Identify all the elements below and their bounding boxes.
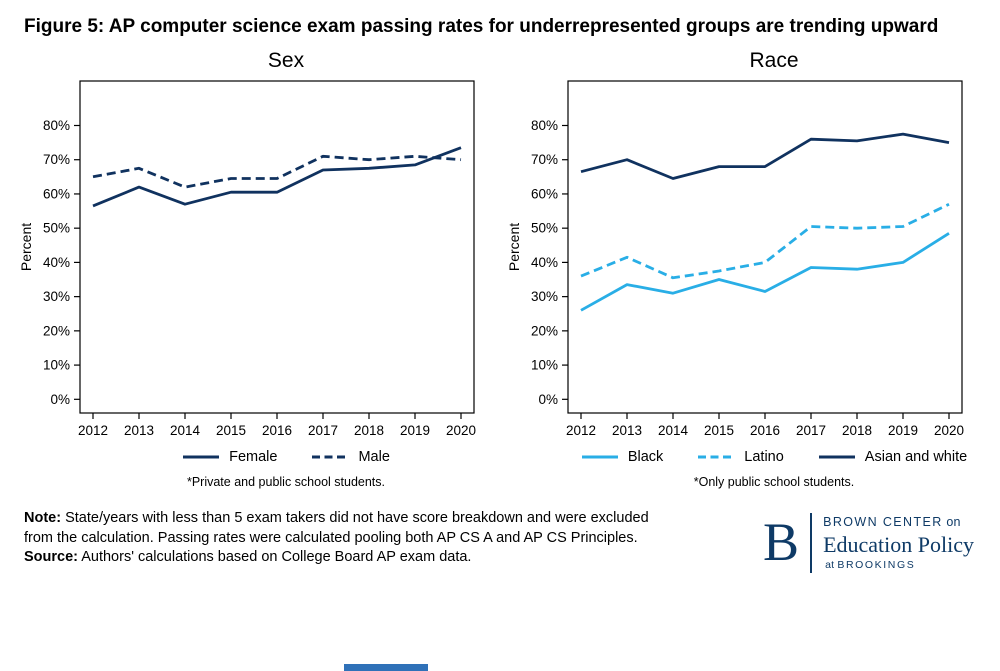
svg-text:2012: 2012	[78, 423, 108, 438]
y-axis-label: Percent	[18, 223, 34, 271]
svg-text:2016: 2016	[262, 423, 292, 438]
x-axis: 2012 2013 2014 2015 2016 2017 2018 2019 2020	[566, 413, 964, 438]
legend-label-asian-and-white: Asian and white	[864, 449, 968, 466]
sex-chart: 0%10%20%30%40%50%60%70%80%2012 2013 2014 20…	[18, 80, 476, 438]
svg-text:80%: 80%	[531, 118, 558, 133]
y-axis: 0% 10% 20% 30% 40% 50% 60% 70% 80%	[43, 118, 80, 407]
note-body: State/years with less than 5 exam takers…	[24, 510, 649, 546]
svg-text:70%: 70%	[531, 152, 558, 167]
legend-item-asian-and-white: Asian and white	[818, 449, 967, 465]
legend-line-sample-latino	[698, 455, 735, 459]
legend-item-male: Male	[311, 449, 390, 466]
svg-text:10%: 10%	[43, 358, 70, 373]
sex-chart-panel: Sex 0% 10% 20% 30% 40% 50% 60% 70% 80% 2012 2013 20…	[16, 41, 504, 489]
svg-text:80%: 80%	[43, 118, 70, 133]
svg-text:60%: 60%	[531, 187, 558, 202]
legend-line-sample-asian-and-white	[818, 455, 855, 459]
svg-text:50%: 50%	[43, 221, 70, 236]
sex-chart-legend: Female Male	[68, 449, 504, 465]
svg-text:2015: 2015	[704, 423, 734, 438]
footer: Note: State/years with less than 5 exam …	[24, 509, 974, 574]
note-text: Note: State/years with less than 5 exam …	[24, 509, 672, 548]
logo-text: BROWN CENTER on Education Policy at BROO…	[823, 515, 974, 571]
svg-text:2019: 2019	[400, 423, 430, 438]
source-label: Source:	[24, 549, 78, 566]
note-label: Note:	[24, 510, 62, 527]
y-axis-label: Percent	[506, 223, 522, 271]
charts-container: Sex 0% 10% 20% 30% 40% 50% 60% 70% 80% 2012 2013 20…	[16, 41, 992, 489]
source-text: Source: Authors' calculations based on C…	[24, 548, 672, 568]
race-chart-footnote: *Only public school students.	[693, 475, 855, 490]
svg-text:2016: 2016	[750, 423, 780, 438]
logo-line-brown-center: BROWN CENTER on	[823, 515, 961, 530]
x-axis: 2012 2013 2014 2015 2016 2017 2018 2019 2020	[78, 413, 476, 438]
brookings-b-mark: B	[763, 512, 800, 573]
svg-text:2018: 2018	[354, 423, 384, 438]
svg-text:2014: 2014	[658, 423, 689, 438]
svg-text:20%: 20%	[531, 323, 558, 338]
svg-text:30%: 30%	[531, 289, 558, 304]
svg-text:40%: 40%	[531, 255, 558, 270]
svg-text:30%: 30%	[43, 289, 70, 304]
svg-text:0%: 0%	[50, 392, 70, 407]
svg-text:20%: 20%	[43, 323, 70, 338]
legend-line-sample-black	[581, 455, 618, 459]
logo-line-education-policy: Education Policy	[823, 531, 974, 557]
legend-item-female: Female	[182, 449, 277, 465]
figure-title: Figure 5: AP computer science exam passi…	[24, 16, 939, 37]
plot-border	[79, 80, 475, 414]
series-line-male	[92, 154, 462, 189]
svg-text:2015: 2015	[216, 423, 246, 438]
svg-text:2017: 2017	[796, 423, 826, 438]
legend-label-female: Female	[229, 449, 278, 466]
sex-chart-title: Sex	[267, 49, 305, 73]
race-chart-panel: Race 0% 10% 20% 30% 40% 50% 60% 70% 80% 2012 2013 2…	[504, 41, 992, 489]
race-chart-legend: Black Latino Asian and white	[556, 449, 992, 465]
svg-text:2013: 2013	[612, 423, 642, 438]
legend-label-latino: Latino	[744, 449, 784, 466]
svg-text:2013: 2013	[124, 423, 154, 438]
race-chart-title: Race	[749, 49, 799, 73]
svg-text:2012: 2012	[566, 423, 596, 438]
svg-text:0%: 0%	[538, 392, 558, 407]
race-chart: 0%10%20%30%40%50%60%70%80%2012 2013 2014 20…	[506, 80, 964, 438]
svg-text:60%: 60%	[43, 187, 70, 202]
bottom-edge-artifact	[344, 664, 428, 671]
svg-text:50%: 50%	[531, 221, 558, 236]
legend-item-latino: Latino	[697, 449, 784, 465]
legend-label-black: Black	[627, 449, 664, 466]
svg-text:70%: 70%	[43, 152, 70, 167]
notes-block: Note: State/years with less than 5 exam …	[24, 509, 672, 568]
logo-divider	[810, 513, 813, 574]
series-line-asian-and-white	[580, 132, 950, 180]
svg-text:2014: 2014	[170, 423, 201, 438]
logo-line-at-brookings: at BROOKINGS	[825, 558, 916, 571]
legend-line-sample-male	[312, 455, 349, 459]
svg-text:2020: 2020	[934, 423, 964, 438]
svg-text:2019: 2019	[888, 423, 918, 438]
legend-item-black: Black	[581, 449, 663, 465]
y-axis: 0% 10% 20% 30% 40% 50% 60% 70% 80%	[531, 118, 568, 407]
legend-line-sample-female	[183, 455, 220, 459]
svg-text:2017: 2017	[308, 423, 338, 438]
legend-label-male: Male	[358, 449, 390, 466]
plot-border	[567, 80, 963, 414]
svg-text:2020: 2020	[446, 423, 476, 438]
svg-text:2018: 2018	[842, 423, 872, 438]
series-line-female	[92, 146, 462, 208]
brookings-logo: B BROWN CENTER on Education Policy at BR…	[763, 512, 974, 574]
sex-chart-footnote: *Private and public school students.	[186, 475, 386, 490]
svg-text:40%: 40%	[43, 255, 70, 270]
svg-text:10%: 10%	[531, 358, 558, 373]
series-line-latino	[580, 203, 950, 280]
series-line-black	[580, 232, 950, 312]
source-body: Authors' calculations based on College B…	[78, 549, 472, 566]
